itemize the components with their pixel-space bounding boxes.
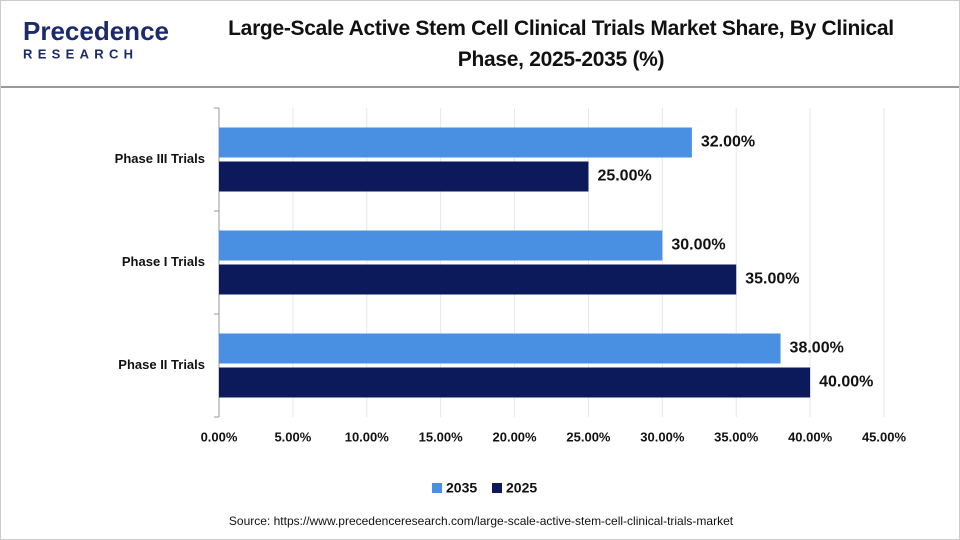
value-label: 30.00%	[671, 237, 725, 254]
value-label: 38.00%	[790, 340, 844, 357]
value-label: 25.00%	[597, 168, 651, 185]
x-tick-label: 10.00%	[345, 429, 390, 444]
bar	[219, 333, 781, 364]
y-tick-label: Phase III Trials	[115, 151, 205, 166]
legend-label: 2035	[446, 480, 477, 496]
x-tick-label: 20.00%	[493, 429, 538, 444]
y-tick-label: Phase II Trials	[118, 357, 205, 372]
chart-title: Large-Scale Active Stem Cell Clinical Tr…	[228, 17, 894, 71]
value-label: 35.00%	[745, 271, 799, 288]
value-label: 40.00%	[819, 374, 873, 391]
x-tick-label: 45.00%	[862, 429, 907, 444]
x-tick-label: 0.00%	[201, 429, 238, 444]
y-tick-label: Phase I Trials	[122, 254, 205, 269]
bar	[219, 127, 692, 158]
logo-name: Precedence	[23, 16, 169, 46]
x-tick-label: 40.00%	[788, 429, 833, 444]
legend-label: 2025	[506, 480, 537, 496]
x-tick-label: 15.00%	[419, 429, 464, 444]
legend-swatch	[492, 483, 502, 493]
bar	[219, 264, 737, 295]
bar	[219, 230, 663, 261]
source: Source: https://www.precedenceresearch.c…	[229, 514, 734, 528]
x-tick-label: 25.00%	[566, 429, 611, 444]
legend-swatch	[432, 483, 442, 493]
x-tick-label: 35.00%	[714, 429, 759, 444]
x-tick-label: 30.00%	[640, 429, 685, 444]
x-tick-label: 5.00%	[274, 429, 311, 444]
value-label: 32.00%	[701, 134, 755, 151]
bar	[219, 367, 811, 398]
bar	[219, 161, 589, 192]
logo-tagline: RESEARCH	[23, 46, 138, 61]
